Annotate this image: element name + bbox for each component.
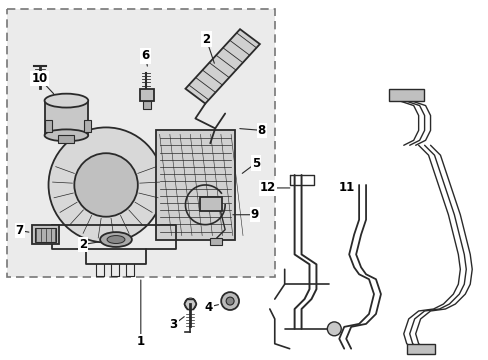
Bar xyxy=(140,89,153,100)
Bar xyxy=(32,225,60,244)
Bar xyxy=(406,344,434,354)
Text: 5: 5 xyxy=(251,157,260,170)
Circle shape xyxy=(326,322,341,336)
Ellipse shape xyxy=(100,232,132,247)
Text: 6: 6 xyxy=(142,49,150,63)
Bar xyxy=(155,130,235,239)
Bar xyxy=(7,9,274,277)
Text: 2: 2 xyxy=(79,238,87,251)
Bar xyxy=(35,228,56,242)
Text: 12: 12 xyxy=(259,181,275,194)
Circle shape xyxy=(48,127,163,243)
Circle shape xyxy=(225,297,234,305)
Text: 7: 7 xyxy=(16,224,24,237)
Text: 8: 8 xyxy=(257,124,265,137)
Bar xyxy=(44,121,51,132)
Text: 9: 9 xyxy=(250,208,259,221)
Text: 3: 3 xyxy=(169,318,177,331)
Text: 4: 4 xyxy=(203,301,212,314)
Text: 11: 11 xyxy=(338,181,355,194)
Bar xyxy=(59,135,74,143)
Bar xyxy=(84,121,91,132)
Circle shape xyxy=(74,153,138,217)
Text: 10: 10 xyxy=(31,72,48,85)
Bar xyxy=(142,100,150,109)
Text: 2: 2 xyxy=(202,33,210,46)
Text: 1: 1 xyxy=(137,335,144,348)
Polygon shape xyxy=(185,29,259,104)
Ellipse shape xyxy=(44,94,88,108)
Circle shape xyxy=(221,292,239,310)
Bar xyxy=(200,197,222,211)
Ellipse shape xyxy=(44,129,88,141)
Bar xyxy=(44,100,88,135)
Ellipse shape xyxy=(107,235,124,243)
Bar xyxy=(388,89,423,100)
Circle shape xyxy=(184,298,196,310)
Bar xyxy=(210,238,222,246)
